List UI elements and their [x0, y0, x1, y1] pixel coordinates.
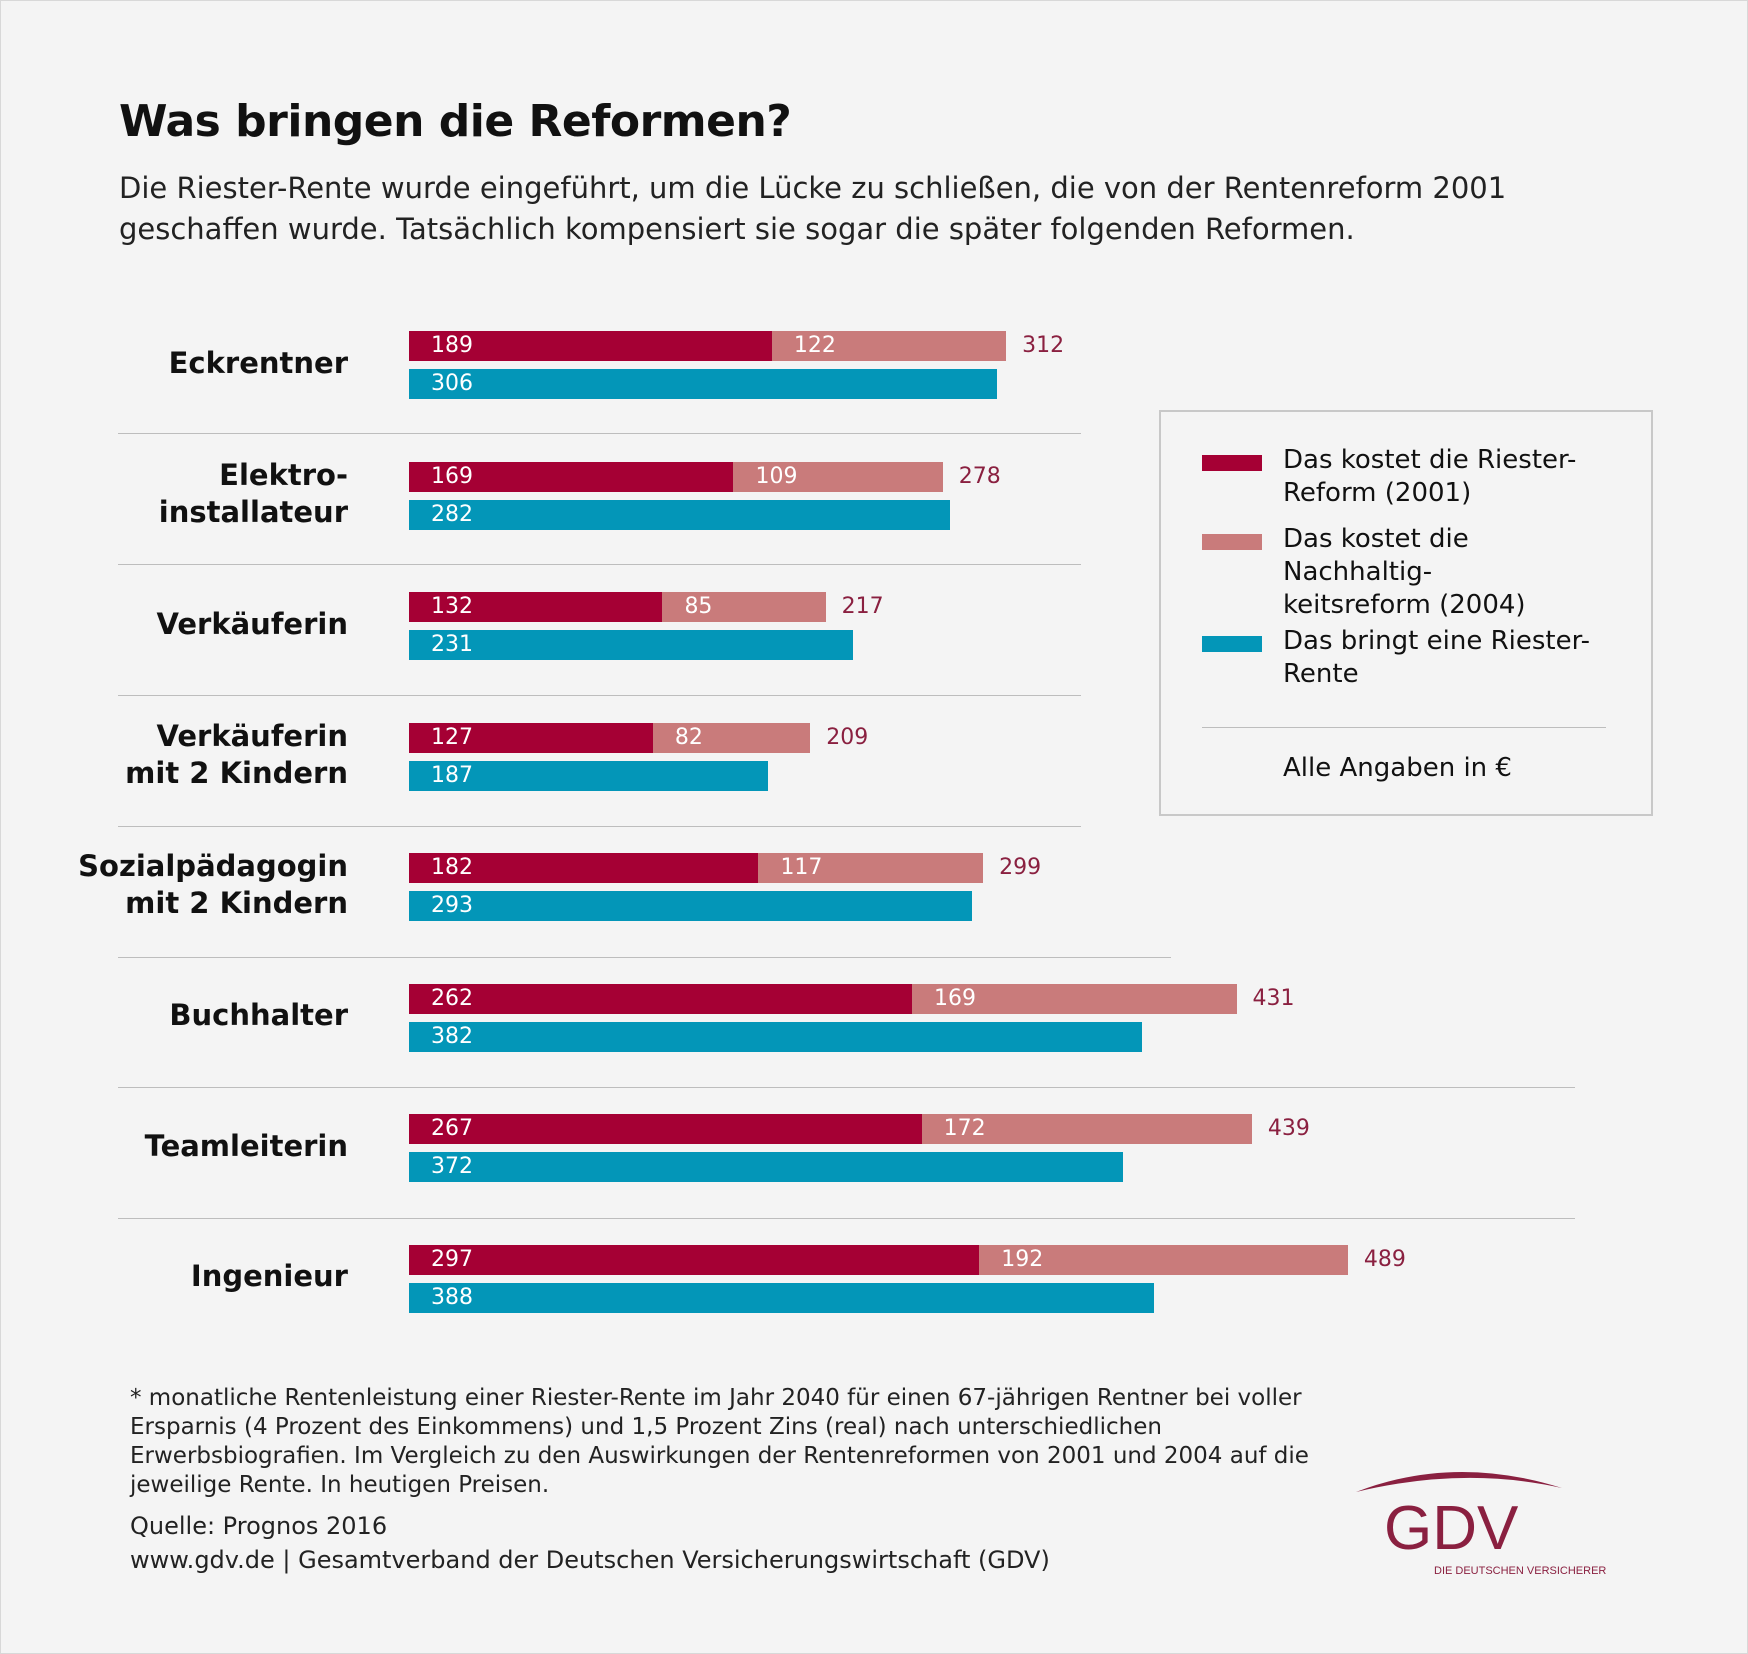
- legend-label-riester-rente: Das bringt eine Riester- Rente: [1283, 626, 1591, 689]
- total-label: 439: [1267, 1116, 1310, 1141]
- row-separator: [118, 1087, 1575, 1088]
- bar-riester-rente: 187: [409, 760, 769, 791]
- bar-riester-rente: 372: [409, 1152, 1124, 1182]
- category-label: Elektro- installateur: [158, 457, 348, 529]
- bar-riester-rente: 306: [409, 369, 997, 399]
- total-label: 489: [1363, 1246, 1406, 1272]
- category-label: Verkäuferin mit 2 Kindern: [125, 718, 348, 790]
- total-label: 312: [1022, 333, 1065, 358]
- category-label: Buchhalter: [169, 998, 348, 1032]
- bar-nachhaltigkeitsreform: 109: [733, 461, 943, 492]
- total-label: 209: [826, 724, 869, 750]
- row-separator: [118, 564, 1081, 565]
- source: Quelle: Prognos 2016: [130, 1512, 388, 1540]
- bar-nachhaltigkeitsreform: 122: [771, 331, 1007, 361]
- legend-label-riester-reform: Das kostet die Riester- Reform (2001): [1283, 445, 1577, 508]
- legend-swatch-riester-reform: [1202, 455, 1262, 471]
- chart-title: Was bringen die Reformen?: [119, 96, 792, 147]
- legend-swatch-riester-rente: [1202, 636, 1262, 652]
- bar-riester-reform: 182: [409, 853, 759, 883]
- footnote: * monatliche Rentenleistung einer Rieste…: [130, 1385, 1309, 1498]
- bar-riester-rente: 293: [409, 891, 972, 921]
- bar-riester-rente: 382: [409, 1021, 1143, 1052]
- total-label: 299: [999, 855, 1042, 880]
- legend-divider: [1202, 727, 1606, 728]
- bar-riester-rente: 388: [409, 1282, 1154, 1313]
- bar-riester-rente: 231: [409, 630, 853, 660]
- category-label: Verkäuferin: [156, 606, 348, 641]
- category-label: Ingenieur: [190, 1259, 348, 1293]
- bar-riester-reform: 267: [409, 1114, 922, 1144]
- bar-riester-reform: 189: [409, 331, 772, 361]
- bar-nachhaltigkeitsreform: 117: [758, 853, 984, 883]
- total-label: 278: [958, 463, 1001, 489]
- chart-subtitle: Die Riester-Rente wurde eingeführt, um d…: [119, 171, 1507, 246]
- row-separator: [118, 433, 1081, 434]
- total-label: 217: [841, 594, 884, 619]
- category-label: Sozialpädagogin mit 2 Kindern: [78, 849, 348, 920]
- logo-arc-icon: GDV DIE DEUTSCHEN VERSICHERER: [1356, 1471, 1606, 1577]
- legend-note: Alle Angaben in €: [1283, 753, 1512, 783]
- bar-riester-reform: 132: [409, 592, 663, 622]
- svg-text:DIE DEUTSCHEN VERSICHERER: DIE DEUTSCHEN VERSICHERER: [1434, 1565, 1606, 1576]
- legend-label-nachhaltigkeitsreform: Das kostet die Nachhaltig- keitsreform (…: [1283, 524, 1526, 620]
- legend-swatch-nachhaltigkeitsreform: [1202, 534, 1262, 550]
- publisher: www.gdv.de | Gesamtverband der Deutschen…: [130, 1546, 1050, 1574]
- category-label: Eckrentner: [168, 345, 348, 380]
- bar-riester-reform: 262: [409, 983, 913, 1014]
- bar-riester-reform: 127: [409, 722, 653, 753]
- row-separator: [118, 695, 1081, 696]
- bar-nachhaltigkeitsreform: 169: [912, 983, 1237, 1014]
- row-separator: [118, 957, 1171, 958]
- bar-riester-rente: 282: [409, 499, 951, 530]
- bar-nachhaltigkeitsreform: 192: [979, 1244, 1348, 1275]
- total-label: 431: [1252, 985, 1295, 1011]
- bar-riester-reform: 297: [409, 1244, 980, 1275]
- bar-nachhaltigkeitsreform: 172: [921, 1114, 1252, 1144]
- bar-nachhaltigkeitsreform: 82: [652, 722, 811, 753]
- bar-nachhaltigkeitsreform: 85: [662, 592, 826, 622]
- legend: Das kostet die Riester- Reform (2001) Da…: [1159, 410, 1653, 816]
- svg-text:GDV: GDV: [1384, 1494, 1519, 1563]
- bar-riester-reform: 169: [409, 461, 734, 492]
- row-separator: [118, 826, 1081, 827]
- gdv-logo: GDV DIE DEUTSCHEN VERSICHERER: [1354, 1466, 1614, 1577]
- category-label: Teamleiterin: [144, 1128, 348, 1163]
- row-separator: [118, 1218, 1575, 1219]
